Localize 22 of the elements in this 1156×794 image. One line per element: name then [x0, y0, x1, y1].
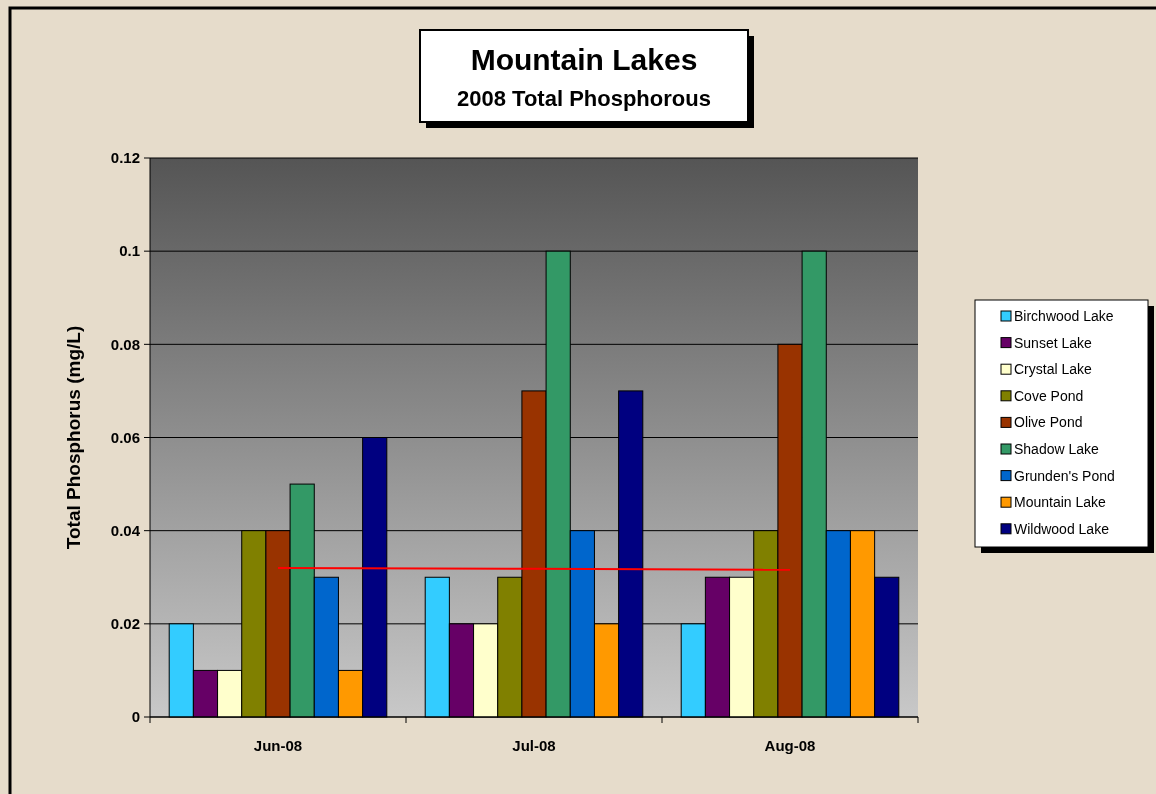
- y-tick-label: 0.04: [110, 521, 141, 539]
- legend-label: Cove Pond: [1014, 387, 1084, 404]
- y-tick-label: 0.06: [110, 428, 140, 446]
- y-tick-label: 0: [131, 708, 140, 726]
- x-tick-label: Aug-08: [764, 737, 816, 754]
- legend-label: Mountain Lake: [1014, 494, 1107, 511]
- chart-subtitle: 2008 Total Phosphorous: [457, 86, 711, 111]
- y-tick-label: 0.02: [110, 615, 140, 633]
- y-tick-label: 0.08: [110, 335, 140, 353]
- legend-label: Sunset Lake: [1014, 334, 1093, 351]
- legend-label: Olive Pond: [1014, 414, 1083, 431]
- legend-label: Grunden's Pond: [1014, 467, 1115, 484]
- y-axis-title: Total Phosphorus (mg/L): [63, 325, 84, 550]
- legend-label: Wildwood Lake: [1014, 520, 1110, 537]
- legend-label: Birchwood Lake: [1014, 308, 1114, 324]
- legend-label: Shadow Lake: [1014, 441, 1100, 457]
- x-tick-label: Jun-08: [253, 737, 303, 754]
- chart-title: Mountain Lakes: [470, 43, 698, 76]
- y-tick-label: 0.1: [119, 242, 140, 260]
- x-tick-label: Jul-08: [512, 737, 556, 754]
- legend-label: Crystal Lake: [1014, 361, 1093, 378]
- y-tick-label: 0.12: [110, 149, 140, 167]
